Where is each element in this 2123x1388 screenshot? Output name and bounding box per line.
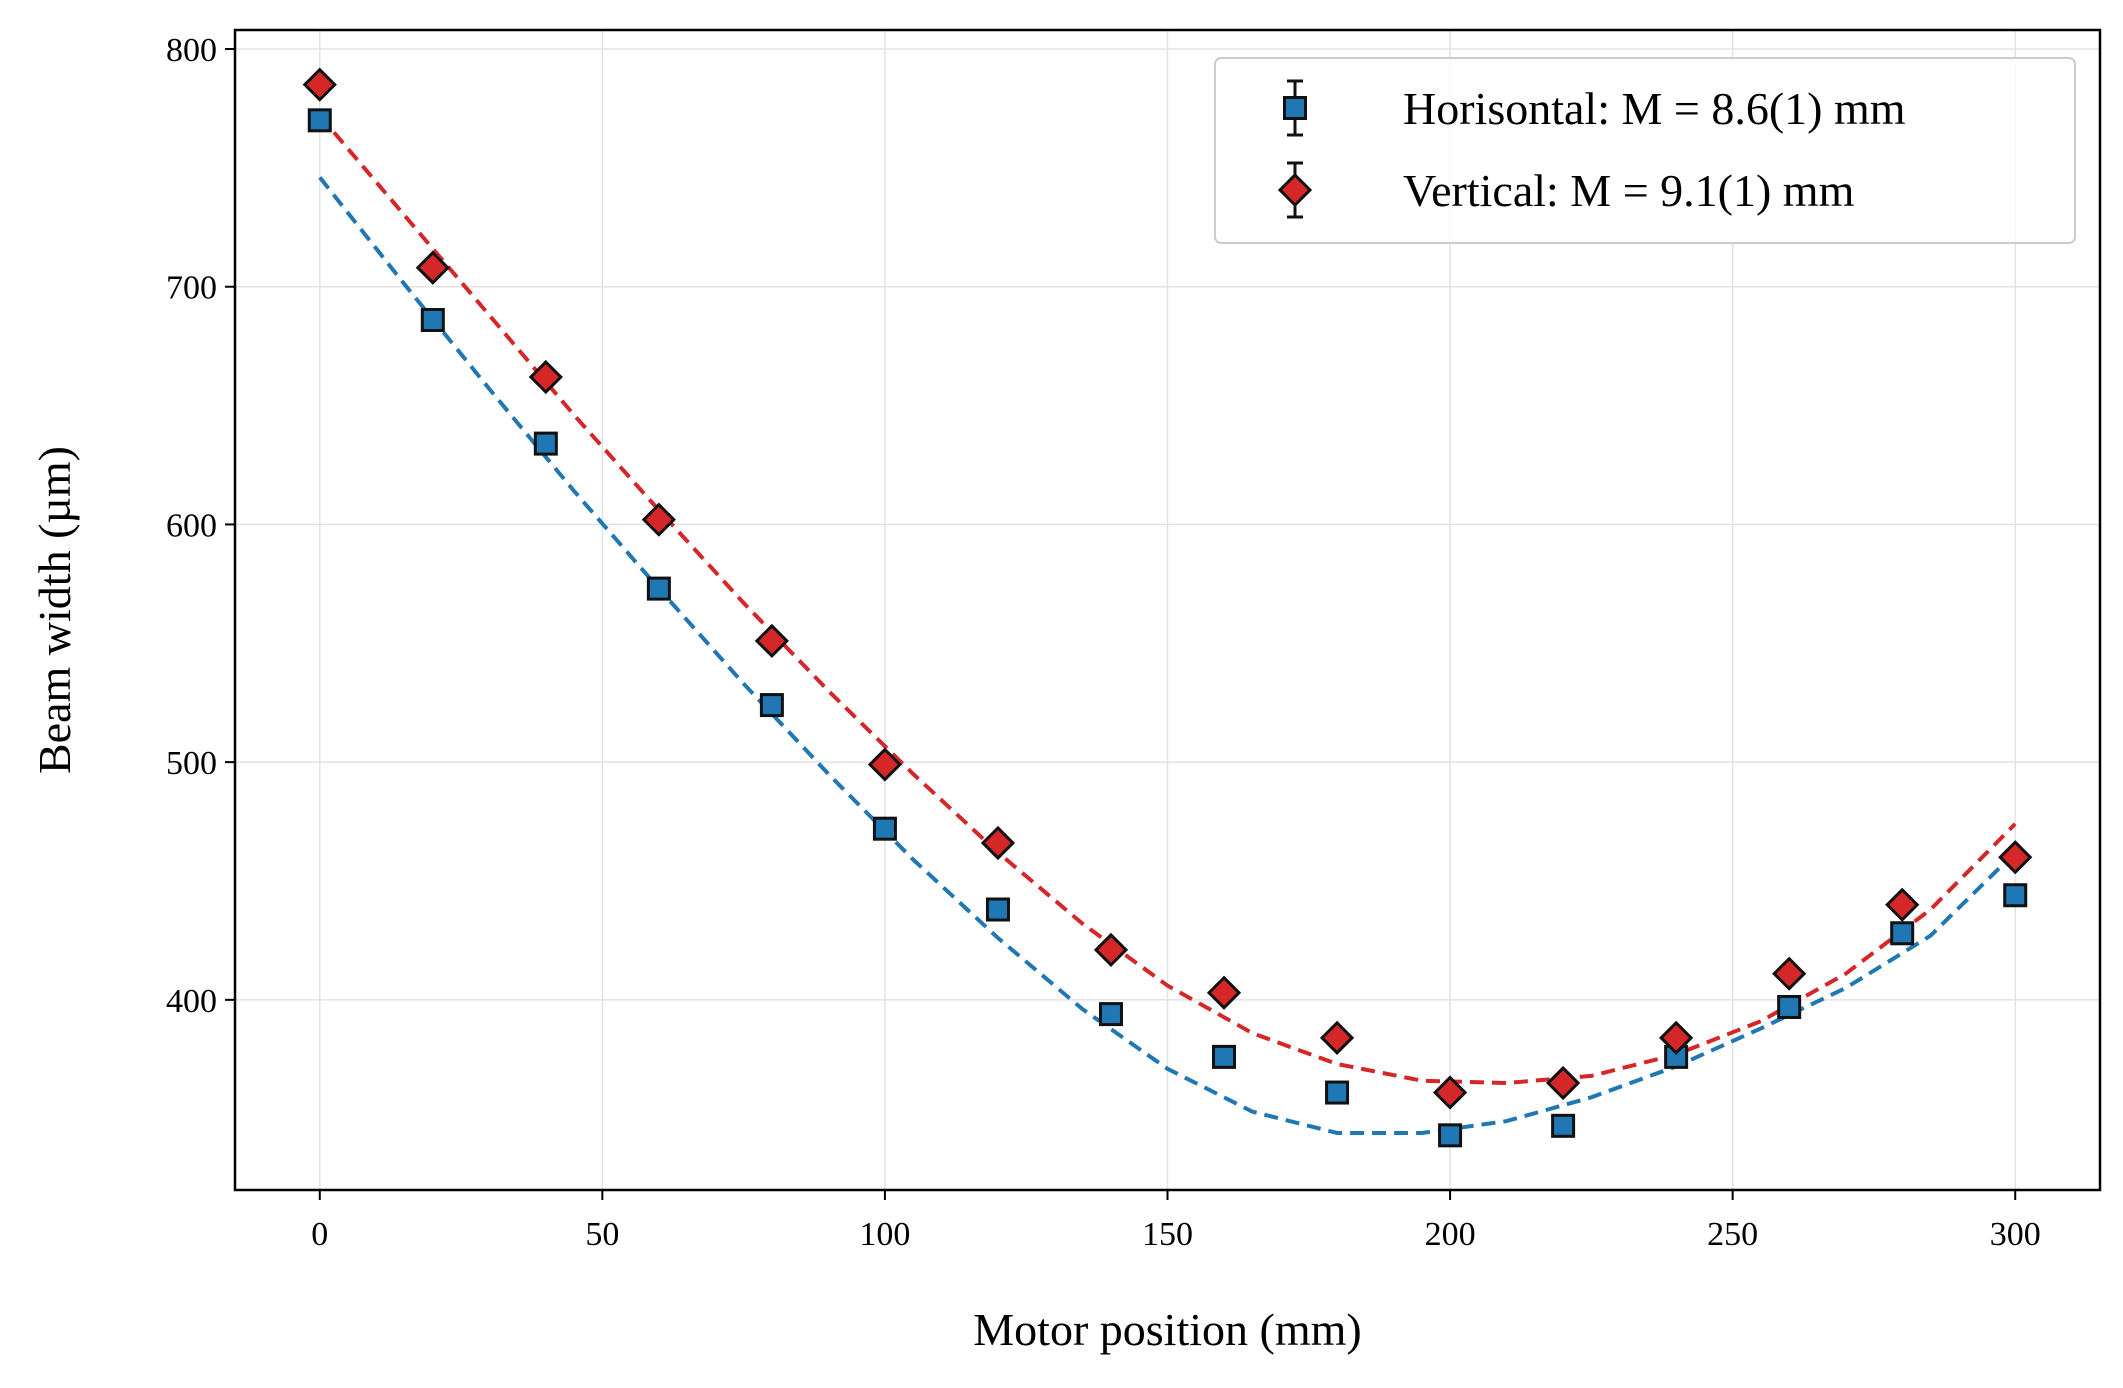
data-point [985, 897, 1010, 922]
legend-label: Vertical: M = 9.1(1) mm [1403, 165, 1855, 216]
data-point [1432, 1075, 1468, 1110]
y-tick-label: 500 [166, 745, 217, 782]
y-tick-label: 800 [166, 32, 217, 69]
data-point [1772, 956, 1807, 991]
data-point [1998, 840, 2033, 875]
data-point [1885, 887, 1920, 922]
data-point [1545, 1065, 1581, 1101]
data-point [641, 502, 676, 537]
data-point [1551, 1113, 1576, 1138]
legend-marker [1283, 96, 1307, 120]
x-axis-label: Motor position (mm) [973, 1304, 1361, 1355]
legend: Horisontal: M = 8.6(1) mm Vertical: M = 9… [1214, 57, 2076, 244]
data-point [1206, 975, 1242, 1010]
x-tick-label: 0 [311, 1216, 328, 1253]
fit-curves [318, 114, 2017, 1135]
data-point [415, 250, 450, 285]
data-point [980, 825, 1016, 861]
data-point [1319, 1020, 1355, 1055]
legend-label: Horisontal: M = 8.6(1) mm [1403, 83, 1906, 134]
fit-line-vertical [318, 114, 2017, 1086]
fit-line-horisontal [318, 176, 2017, 1135]
legend-box [1214, 57, 2076, 244]
data-point [533, 431, 558, 456]
data-point [1659, 1020, 1694, 1055]
x-tick-label: 100 [859, 1216, 910, 1253]
data-point [1098, 1002, 1123, 1027]
x-tick-label: 150 [1142, 1216, 1193, 1253]
data-points [302, 67, 2033, 1148]
data-point [1093, 932, 1129, 968]
data-point [1777, 994, 1802, 1019]
x-tick-label: 300 [1990, 1216, 2041, 1253]
data-point [302, 67, 337, 102]
series-vertical [302, 67, 2033, 1110]
data-point [759, 693, 784, 718]
data-point [867, 747, 903, 782]
data-point [1890, 921, 1915, 946]
data-point [528, 359, 563, 395]
data-point [872, 816, 897, 841]
data-point [307, 108, 332, 133]
y-tick-label: 700 [166, 270, 217, 307]
y-tick-label: 600 [166, 507, 217, 544]
y-tick-label: 400 [166, 983, 217, 1020]
series-horisontal [307, 108, 2028, 1148]
x-tick-label: 200 [1425, 1216, 1476, 1253]
data-point [2003, 883, 2028, 908]
legend-marker [1277, 172, 1313, 208]
y-axis-label: Beam width (µm) [29, 446, 80, 774]
data-point [420, 308, 445, 332]
legend-entry: Vertical: M = 9.1(1) mm [1277, 161, 1855, 219]
data-point [646, 576, 671, 601]
data-point [1438, 1123, 1463, 1148]
x-tick-label: 50 [585, 1216, 619, 1253]
legend-entry: Horisontal: M = 8.6(1) mm [1283, 79, 1906, 137]
data-point [1212, 1044, 1237, 1069]
data-point [1325, 1080, 1350, 1105]
x-tick-label: 250 [1707, 1216, 1758, 1253]
data-point [754, 623, 790, 659]
axis-ticks: 0 50 100 150 200 250 300 400 500 600 700 800 [166, 32, 2041, 1253]
